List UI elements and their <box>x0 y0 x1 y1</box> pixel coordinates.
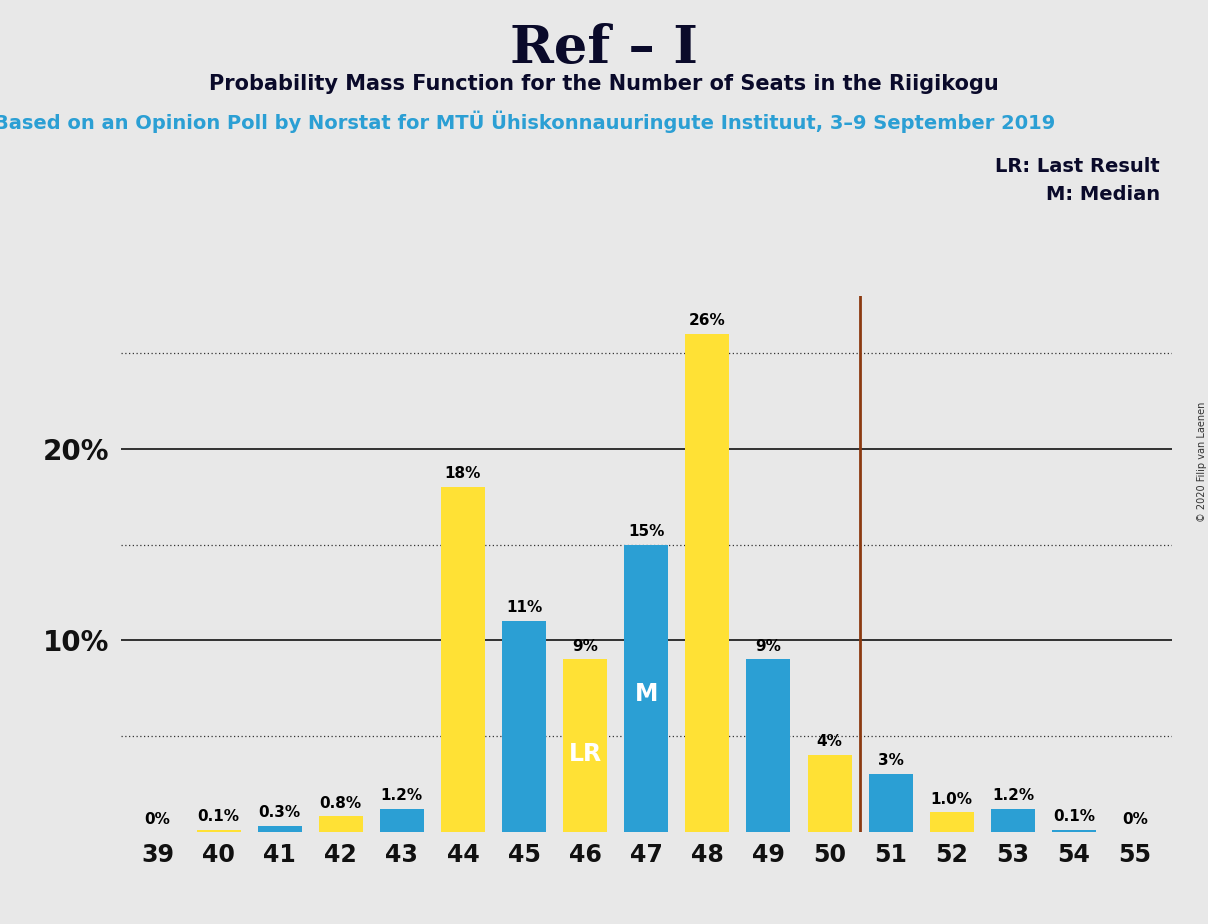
Text: LR: LR <box>569 742 602 766</box>
Text: 4%: 4% <box>817 735 842 749</box>
Text: 9%: 9% <box>573 638 598 653</box>
Text: LR: Last Result: LR: Last Result <box>995 157 1160 176</box>
Bar <box>441 487 484 832</box>
Text: M: Median: M: Median <box>1046 185 1160 204</box>
Bar <box>930 812 974 832</box>
Text: Probability Mass Function for the Number of Seats in the Riigikogu: Probability Mass Function for the Number… <box>209 74 999 94</box>
Bar <box>991 808 1035 832</box>
Text: 0%: 0% <box>145 812 170 827</box>
Text: Ref – I: Ref – I <box>510 23 698 74</box>
Bar <box>625 544 668 832</box>
Text: 1.2%: 1.2% <box>992 788 1034 803</box>
Text: M: M <box>634 682 658 706</box>
Bar <box>685 334 730 832</box>
Bar <box>747 660 790 832</box>
Text: 0.1%: 0.1% <box>1053 808 1094 824</box>
Bar <box>503 621 546 832</box>
Bar <box>808 755 852 832</box>
Text: 11%: 11% <box>506 601 542 615</box>
Text: 9%: 9% <box>755 638 782 653</box>
Bar <box>379 808 424 832</box>
Text: 0.1%: 0.1% <box>198 808 239 824</box>
Text: 3%: 3% <box>878 753 904 769</box>
Bar <box>563 660 608 832</box>
Bar <box>869 774 913 832</box>
Text: 0.3%: 0.3% <box>259 805 301 821</box>
Text: 0.8%: 0.8% <box>320 796 362 810</box>
Text: 1.0%: 1.0% <box>931 792 972 807</box>
Bar <box>197 830 240 832</box>
Bar <box>1052 830 1096 832</box>
Text: Based on an Opinion Poll by Norstat for MTÜ Ühiskonnauuringute Instituut, 3–9 Se: Based on an Opinion Poll by Norstat for … <box>0 111 1056 133</box>
Text: 18%: 18% <box>445 467 481 481</box>
Text: 15%: 15% <box>628 524 664 539</box>
Bar <box>257 826 302 832</box>
Text: © 2020 Filip van Laenen: © 2020 Filip van Laenen <box>1197 402 1207 522</box>
Text: 26%: 26% <box>689 313 726 328</box>
Text: 0%: 0% <box>1122 812 1148 827</box>
Bar <box>319 816 362 832</box>
Text: 1.2%: 1.2% <box>381 788 423 803</box>
